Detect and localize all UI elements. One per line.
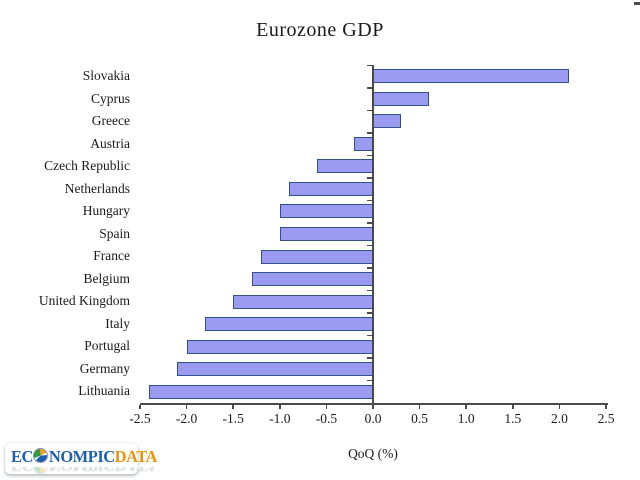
x-tick-label: 1.0 xyxy=(457,411,475,426)
bar-netherlands xyxy=(289,181,373,196)
category-label: Italy xyxy=(105,315,130,331)
bar-spain xyxy=(279,227,373,241)
bar-united-kingdom xyxy=(233,294,373,309)
category-label: Lithuania xyxy=(78,383,130,399)
category-label: Hungary xyxy=(82,203,130,219)
category-axis-tick xyxy=(367,312,373,314)
category-axis-tick xyxy=(367,154,373,157)
x-axis-tick xyxy=(372,404,374,409)
x-axis-line xyxy=(140,403,608,405)
x-tick-label: -2.5 xyxy=(129,411,151,426)
logo-reflection-ec: EC xyxy=(11,467,33,475)
x-tick-label: 1.5 xyxy=(504,411,522,426)
zero-axis-line xyxy=(372,65,374,403)
x-tick-label: 2.0 xyxy=(550,411,568,426)
bar-austria xyxy=(354,136,373,151)
logo-text: EC NOMPICDATA xyxy=(11,447,157,467)
category-axis-tick xyxy=(367,334,373,337)
category-axis-tick xyxy=(367,109,373,112)
globe-icon xyxy=(33,448,49,463)
logo-reflection: EC NOMPICDATA xyxy=(11,467,157,475)
x-axis-label: QoQ (%) xyxy=(348,446,398,461)
logo-text-nompic: NOMPIC xyxy=(48,447,115,466)
x-tick-label: 0.0 xyxy=(364,411,382,426)
category-axis-tick xyxy=(367,357,373,359)
x-axis-tick xyxy=(418,404,421,409)
category-label: Spain xyxy=(99,225,130,241)
bar-italy xyxy=(205,317,373,332)
category-axis-tick xyxy=(367,64,373,66)
logo-reflection-nompic: NOMPIC xyxy=(49,467,115,475)
econompicdata-logo: EC NOMPICDATA EC NOMPICDATA xyxy=(5,443,157,475)
x-tick-label: 2.5 xyxy=(597,411,615,426)
bar-portugal xyxy=(186,339,373,354)
x-axis-tick xyxy=(185,404,188,409)
bar-hungary xyxy=(279,204,373,219)
x-axis-tick xyxy=(232,404,234,409)
category-label: Austria xyxy=(90,135,130,151)
x-axis-tick xyxy=(512,404,514,409)
category-label: Slovakia xyxy=(82,68,130,83)
logo-reflection-data: DATA xyxy=(115,467,157,475)
x-axis-tick xyxy=(325,404,328,409)
category-axis-tick xyxy=(367,222,373,224)
category-axis-tick xyxy=(367,289,373,292)
x-axis-tick xyxy=(558,404,561,409)
category-axis-tick xyxy=(367,267,373,269)
x-axis-tick xyxy=(139,404,141,409)
x-tick-label: -1.5 xyxy=(222,411,244,426)
logo-text-data: DATA xyxy=(114,447,158,466)
x-tick-label: -0.5 xyxy=(315,411,338,426)
category-label: Cyprus xyxy=(90,90,130,106)
bar-lithuania xyxy=(149,384,373,399)
bar-slovakia xyxy=(373,69,569,84)
category-label: United Kingdom xyxy=(38,293,130,309)
bar-cyprus xyxy=(373,91,429,106)
bar-belgium xyxy=(251,272,373,287)
x-tick-label: 0.5 xyxy=(411,411,429,426)
category-axis-tick xyxy=(367,244,373,247)
corner-artifact xyxy=(634,2,640,5)
x-axis-tick xyxy=(605,404,607,409)
x-axis-tick xyxy=(279,404,281,409)
x-tick-label: -2.0 xyxy=(175,411,198,426)
category-label: Belgium xyxy=(83,270,131,286)
bar-czech-republic xyxy=(317,159,373,174)
chart-title: Eurozone GDP xyxy=(256,19,384,41)
category-axis-tick xyxy=(367,87,373,89)
category-label: Netherlands xyxy=(64,180,130,196)
category-axis-tick xyxy=(367,132,373,134)
category-label: Germany xyxy=(79,360,130,376)
category-label: France xyxy=(93,248,130,264)
logo-text-ec: EC xyxy=(11,447,33,466)
bar-france xyxy=(261,249,373,264)
category-label: Portugal xyxy=(84,338,130,354)
x-axis-tick xyxy=(465,404,467,409)
x-tick-label: -1.0 xyxy=(269,411,291,426)
category-label: Czech Republic xyxy=(44,158,130,174)
category-axis-tick xyxy=(367,199,373,202)
bar-germany xyxy=(177,362,373,377)
category-label: Greece xyxy=(91,113,130,129)
category-axis-tick xyxy=(367,379,373,382)
category-axis-tick xyxy=(367,177,373,179)
bar-greece xyxy=(373,114,401,129)
logo-reflection-globe-icon xyxy=(33,467,49,474)
